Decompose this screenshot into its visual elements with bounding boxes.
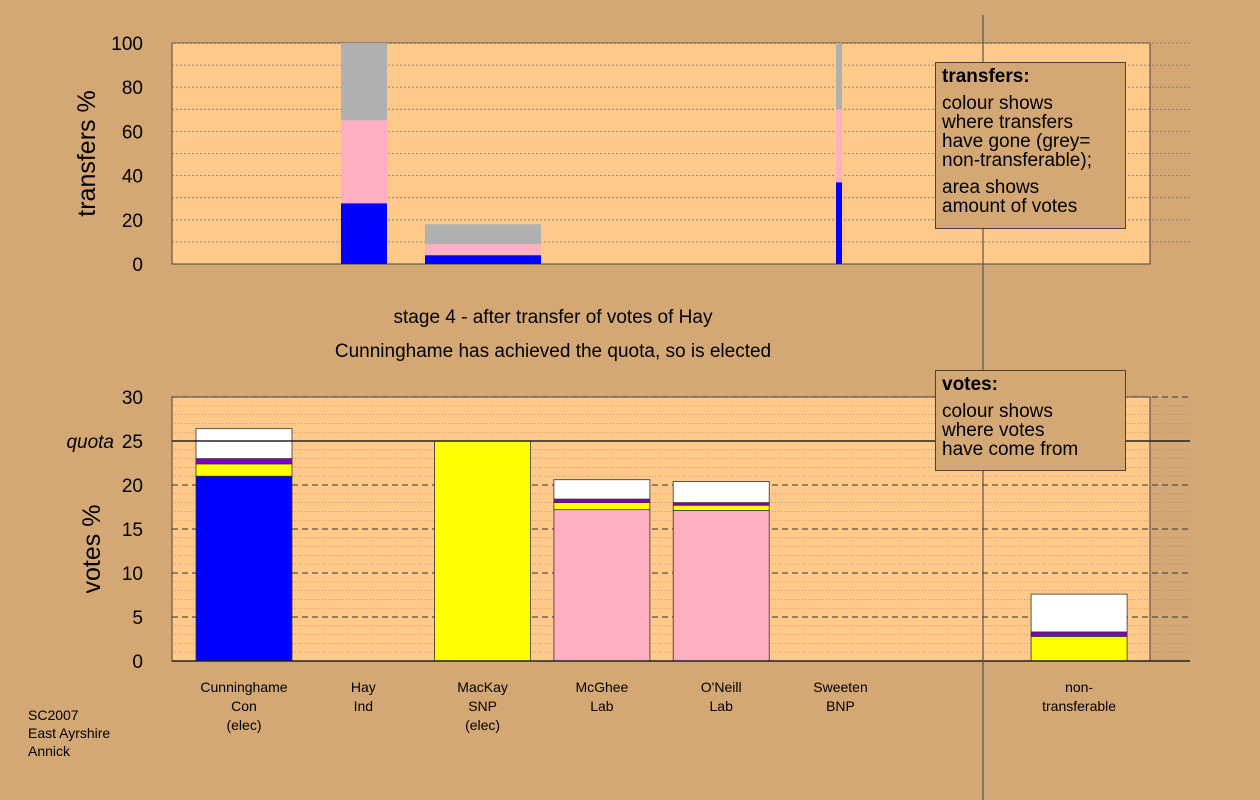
votes-bar-segment [672,504,770,511]
legend-transfers-line: amount of votes [942,196,1078,217]
transfers-tick-label: 40 [122,167,143,188]
transfers-bar-segment [836,109,842,183]
legend-transfers-line: non-transferable); [942,150,1092,171]
legend-votes: votes: colour shows where votes have com… [935,370,1126,471]
transfers-bar-segment [341,43,387,121]
votes-tick-label: 20 [122,476,143,497]
transfers-bar-segment [341,203,387,264]
legend-votes-line: colour shows [942,401,1053,422]
legend-votes-title: votes: [942,374,998,395]
category-label: MacKay [457,679,508,695]
legend-transfers: transfers: colour shows where transfers … [935,62,1126,229]
votes-bar-segment [553,479,651,500]
votes-bar-segment [553,509,651,662]
transfers-tick-label: 80 [122,78,143,99]
transfers-bar-segment [836,43,842,110]
status-title: Cunninghame has achieved the quota, so i… [335,341,771,362]
votes-bar-segment [672,481,770,504]
category-label: SNP [468,698,497,714]
votes-bar-segment [195,475,293,662]
votes-bar-segment [1030,635,1128,662]
votes-bar-segment [195,463,293,477]
votes-tick-label: 30 [122,388,143,409]
credit-line: East Ayrshire [28,725,111,741]
credit: SC2007 East Ayrshire Annick [28,706,110,760]
votes-tick-label: 25 [122,432,143,453]
legend-transfers-line: where transfers [942,112,1073,133]
category-label: Lab [710,698,734,714]
quota-label: quota [66,432,114,453]
category-label: Hay [351,679,376,695]
transfers-tick-label: 0 [132,255,143,276]
legend-votes-line: where votes [942,420,1045,441]
votes-bar-segment [553,498,651,503]
category-label: non- [1065,679,1093,695]
category-label: (elec) [465,717,500,733]
category-label: Cunninghame [200,679,287,695]
votes-tick-label: 15 [122,520,143,541]
category-label: (elec) [226,717,261,733]
votes-tick-label: 10 [122,564,143,585]
stage-title: stage 4 - after transfer of votes of Hay [394,307,713,328]
transfers-bar-segment [425,255,541,264]
transfers-bar-segment [836,182,842,264]
legend-votes-line: have come from [942,439,1079,460]
category-label: transferable [1042,698,1116,714]
category-label: Con [231,698,257,714]
category-label: Ind [354,698,373,714]
category-label: McGhee [575,679,628,695]
credit-line: SC2007 [28,707,79,723]
legend-transfers-title: transfers: [942,66,1030,87]
legend-transfers-line: colour shows [942,93,1053,114]
transfers-bar-segment [341,120,387,204]
votes-axis-label: votes % [78,505,106,594]
category-label: Sweeten [813,679,867,695]
legend-transfers-line: area shows [942,177,1040,198]
votes-bar-segment [672,510,770,662]
legend-transfers-line: have gone (grey= [942,131,1091,152]
credit-line: Annick [28,743,71,759]
category-label: O'Neill [701,679,742,695]
transfers-tick-label: 100 [111,34,143,55]
transfers-bar-segment [425,244,541,256]
category-label: Lab [590,698,614,714]
votes-bar-segment [553,502,651,511]
transfers-tick-label: 20 [122,211,143,232]
votes-bar-segment [195,428,293,459]
votes-bar-segment [434,440,532,662]
category-label: BNP [826,698,855,714]
votes-bar-segment [1030,593,1128,633]
transfers-bar-segment [425,224,541,245]
votes-tick-label: 0 [132,652,143,673]
transfers-tick-label: 60 [122,122,143,143]
votes-tick-label: 5 [132,608,143,629]
transfers-axis-label: transfers % [73,90,101,216]
votes-bar-segment [1030,631,1128,637]
votes-bar-segment [195,458,293,465]
